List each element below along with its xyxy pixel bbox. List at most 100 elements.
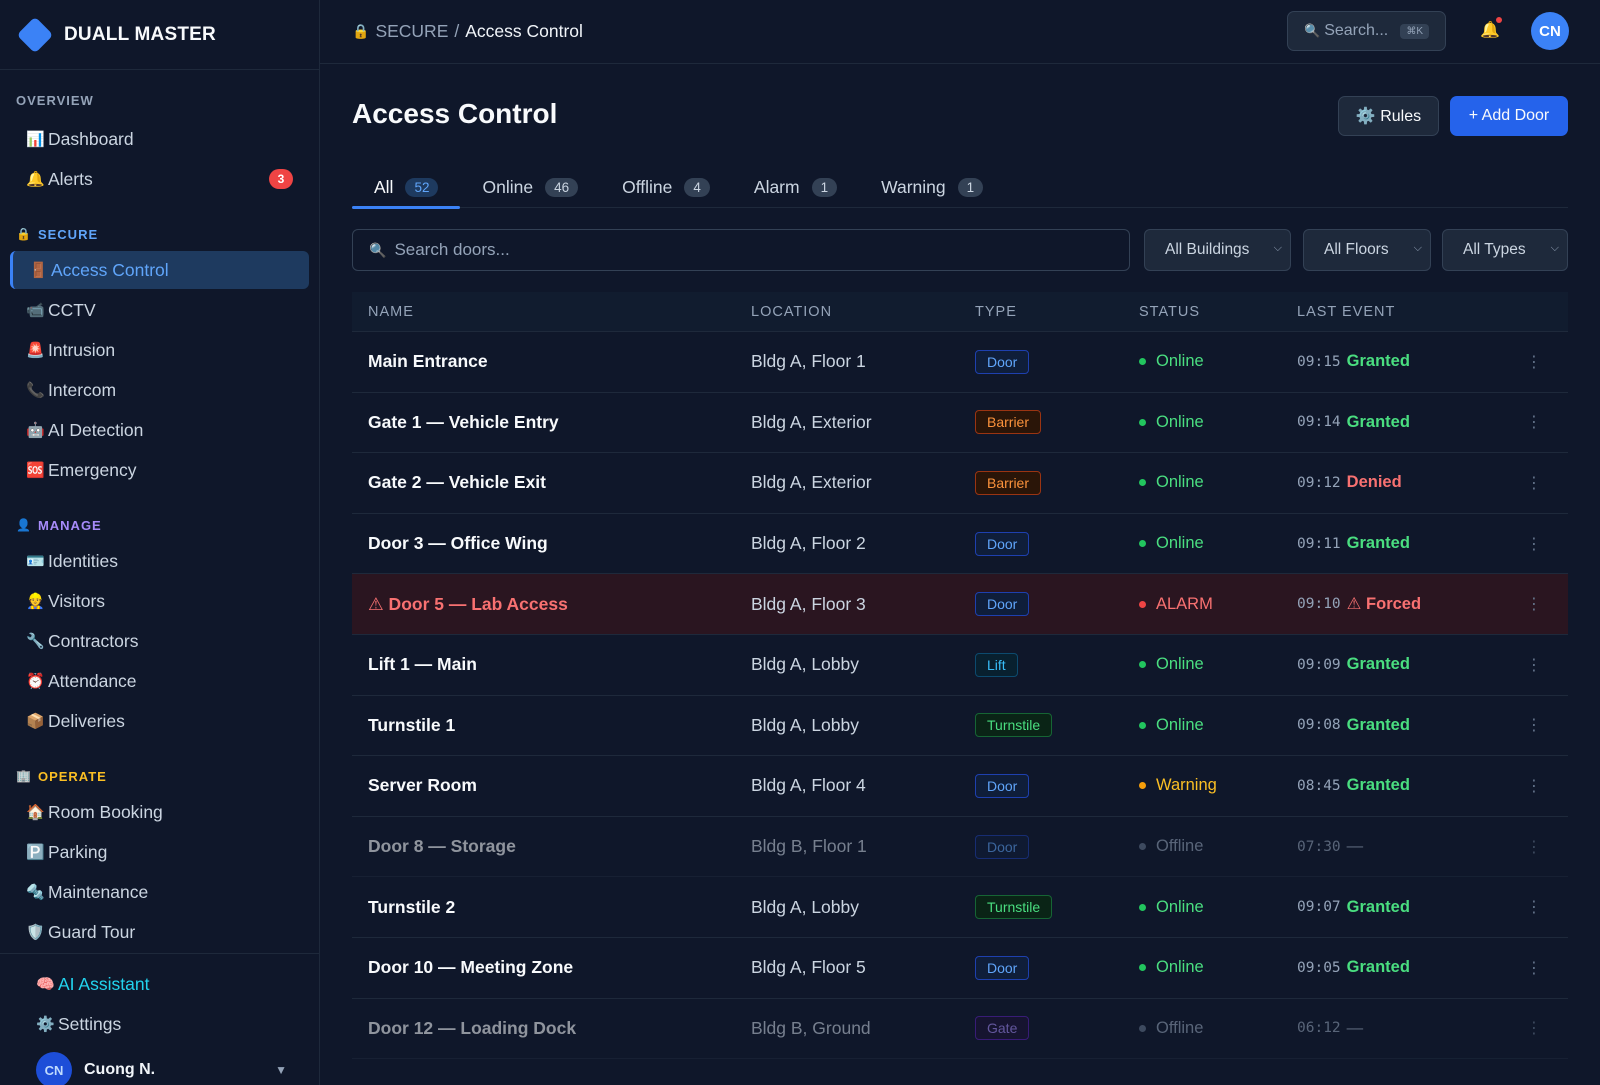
- more-options-icon[interactable]: ⋮: [1526, 596, 1542, 614]
- table-row[interactable]: Main Entrance Bldg A, Floor 1 Door Online 09…: [352, 332, 1568, 393]
- door-name[interactable]: Door 8 — Storage: [368, 836, 516, 857]
- sidebar-item-cctv[interactable]: 📹 CCTV: [10, 291, 309, 329]
- tab-label: Alarm: [753, 176, 800, 197]
- column-header-type[interactable]: TYPE: [975, 303, 1017, 320]
- status-dot-icon: [1139, 782, 1146, 790]
- sidebar-item-maintenance[interactable]: 🔩 Maintenance: [10, 873, 309, 911]
- more-options-icon[interactable]: ⋮: [1526, 777, 1542, 795]
- door-type-cell: Door: [975, 592, 1030, 617]
- status-dot-icon: [1139, 540, 1146, 548]
- table-row[interactable]: Gate 2 — Vehicle Exit Bldg A, Exterior Bar…: [352, 453, 1568, 514]
- tab-count: 4: [684, 177, 710, 197]
- last-event-cell: 09:14 Granted: [1297, 413, 1410, 432]
- package-icon: 📦: [26, 713, 45, 730]
- door-name[interactable]: Gate 2 — Vehicle Exit: [368, 472, 546, 493]
- more-options-icon[interactable]: ⋮: [1526, 414, 1542, 432]
- floor-select[interactable]: All Floors ⌵: [1303, 229, 1431, 271]
- door-name[interactable]: ⚠ Door 5 — Lab Access: [368, 593, 568, 614]
- table-row[interactable]: Door 3 — Office Wing Bldg A, Floor 2 Door O…: [352, 514, 1568, 575]
- more-options-icon[interactable]: ⋮: [1526, 474, 1542, 492]
- user-name: Cuong N.: [84, 1061, 156, 1078]
- door-search-input[interactable]: 🔍 Search doors...: [352, 229, 1130, 271]
- event-time: 09:10: [1297, 596, 1341, 613]
- settings-link[interactable]: ⚙️ Settings: [22, 1004, 297, 1044]
- sidebar-item-room-booking[interactable]: 🏠 Room Booking: [10, 793, 309, 831]
- door-name[interactable]: Server Room: [368, 775, 477, 796]
- sidebar-item-intrusion[interactable]: 🚨 Intrusion: [10, 331, 309, 369]
- more-options-icon[interactable]: ⋮: [1526, 535, 1542, 553]
- sidebar-item-parking[interactable]: 🅿️ Parking: [10, 833, 309, 871]
- tab-alarm[interactable]: Alarm 1: [732, 166, 859, 208]
- table-row[interactable]: Door 8 — Storage Bldg B, Floor 1 Door Offli…: [352, 817, 1568, 878]
- door-name[interactable]: Door 10 — Meeting Zone: [368, 957, 574, 978]
- tab-all[interactable]: All 52: [352, 166, 461, 209]
- table-row[interactable]: Turnstile 2 Bldg A, Lobby Turnstile Online 0…: [352, 877, 1568, 938]
- building-select[interactable]: All Buildings ⌵: [1144, 229, 1291, 271]
- sidebar-item-visitors[interactable]: 👷 Visitors: [10, 582, 309, 620]
- status-dot-icon: [1139, 661, 1146, 669]
- table-row[interactable]: Server Room Bldg A, Floor 4 Door Warning 08:…: [352, 756, 1568, 817]
- more-options-icon[interactable]: ⋮: [1526, 353, 1542, 371]
- table-row[interactable]: Door 10 — Meeting Zone Bldg A, Floor 5 Doo…: [352, 938, 1568, 999]
- more-options-icon[interactable]: ⋮: [1526, 656, 1542, 674]
- global-search-input[interactable]: 🔍 Search... ⌘K: [1287, 11, 1446, 51]
- sidebar-item-emergency[interactable]: 🆘 Emergency: [10, 451, 309, 489]
- status-dot-icon: [1139, 418, 1146, 426]
- column-header-name[interactable]: NAME: [368, 303, 414, 320]
- event-time: 06:12: [1297, 1020, 1341, 1037]
- brand[interactable]: DUALL MASTER: [0, 0, 319, 70]
- door-name[interactable]: Turnstile 1: [368, 714, 456, 735]
- user-menu[interactable]: CN Cuong N. ▼: [22, 1046, 297, 1085]
- sidebar-item-attendance[interactable]: ⏰ Attendance: [10, 662, 309, 700]
- notification-bell-icon[interactable]: 🔔: [1480, 22, 1500, 39]
- more-options-icon[interactable]: ⋮: [1526, 899, 1542, 917]
- door-name[interactable]: Main Entrance: [368, 351, 488, 372]
- column-header-last-event[interactable]: LAST EVENT: [1297, 303, 1396, 320]
- table-row[interactable]: Door 12 — Loading Dock Bldg B, Ground Gate…: [352, 999, 1568, 1060]
- tab-count: 46: [545, 177, 579, 197]
- table-row[interactable]: ⚠ Door 5 — Lab Access Bldg A, Floor 3 Door…: [352, 574, 1568, 635]
- more-options-icon[interactable]: ⋮: [1526, 717, 1542, 735]
- door-name[interactable]: Door 12 — Loading Dock: [368, 1017, 577, 1038]
- last-event-cell: 07:30 —: [1297, 837, 1363, 856]
- type-select[interactable]: All Types ⌵: [1442, 229, 1568, 271]
- tab-online[interactable]: Online 46: [460, 166, 600, 208]
- sidebar-item-guard-tour[interactable]: 🛡️ Guard Tour: [10, 913, 309, 951]
- door-name[interactable]: Gate 1 — Vehicle Entry: [368, 411, 559, 432]
- door-name[interactable]: Door 3 — Office Wing: [368, 533, 548, 554]
- sidebar-item-dashboard[interactable]: 📊 Dashboard: [10, 120, 309, 158]
- status-cell: Online: [1139, 473, 1204, 492]
- status-tabs: All 52 Online 46 Offline 4 Alarm 1 Warni…: [352, 166, 1568, 209]
- sidebar-item-ai-detection[interactable]: 🤖 AI Detection: [10, 411, 309, 449]
- more-options-icon[interactable]: ⋮: [1526, 1020, 1542, 1038]
- table-row[interactable]: Turnstile 1 Bldg A, Lobby Turnstile Online 0…: [352, 696, 1568, 757]
- more-options-icon[interactable]: ⋮: [1526, 959, 1542, 977]
- door-name[interactable]: Turnstile 2: [368, 896, 456, 917]
- status-badge: Offline: [1156, 1018, 1204, 1037]
- tab-label: Online: [482, 176, 534, 197]
- ai-assistant-link[interactable]: 🧠 AI Assistant: [22, 964, 297, 1004]
- sidebar-item-contractors[interactable]: 🔧 Contractors: [10, 622, 309, 660]
- column-header-status[interactable]: STATUS: [1139, 303, 1201, 320]
- section-secure-title: 🔒 SECURE: [10, 222, 309, 246]
- breadcrumb-parent[interactable]: SECURE: [375, 21, 449, 41]
- tab-label: Offline: [622, 176, 673, 197]
- table-row[interactable]: Lift 1 — Main Bldg A, Lobby Lift Online 09:0…: [352, 635, 1568, 696]
- add-door-button[interactable]: + Add Door: [1450, 96, 1568, 136]
- column-header-location[interactable]: LOCATION: [751, 303, 833, 320]
- more-options-icon[interactable]: ⋮: [1526, 838, 1542, 856]
- sidebar-item-identities[interactable]: 🪪 Identities: [10, 542, 309, 580]
- tab-warning[interactable]: Warning 1: [859, 166, 1005, 208]
- sidebar-item-alerts[interactable]: 🔔 Alerts 3: [10, 160, 309, 198]
- rules-button[interactable]: ⚙️ Rules: [1338, 96, 1439, 136]
- sidebar-item-label: Contractors: [48, 630, 139, 651]
- door-name[interactable]: Lift 1 — Main: [368, 654, 477, 675]
- sidebar-item-access-control[interactable]: 🚪 Access Control: [10, 251, 309, 289]
- tab-offline[interactable]: Offline 4: [600, 166, 732, 208]
- avatar[interactable]: CN: [1531, 12, 1569, 50]
- alerts-count-badge: 3: [269, 169, 293, 189]
- sidebar-item-deliveries[interactable]: 📦 Deliveries: [10, 702, 309, 740]
- sidebar-item-label: Intercom: [48, 379, 117, 400]
- sidebar-item-intercom[interactable]: 📞 Intercom: [10, 371, 309, 409]
- table-row[interactable]: Gate 1 — Vehicle Entry Bldg A, Exterior Ba…: [352, 393, 1568, 454]
